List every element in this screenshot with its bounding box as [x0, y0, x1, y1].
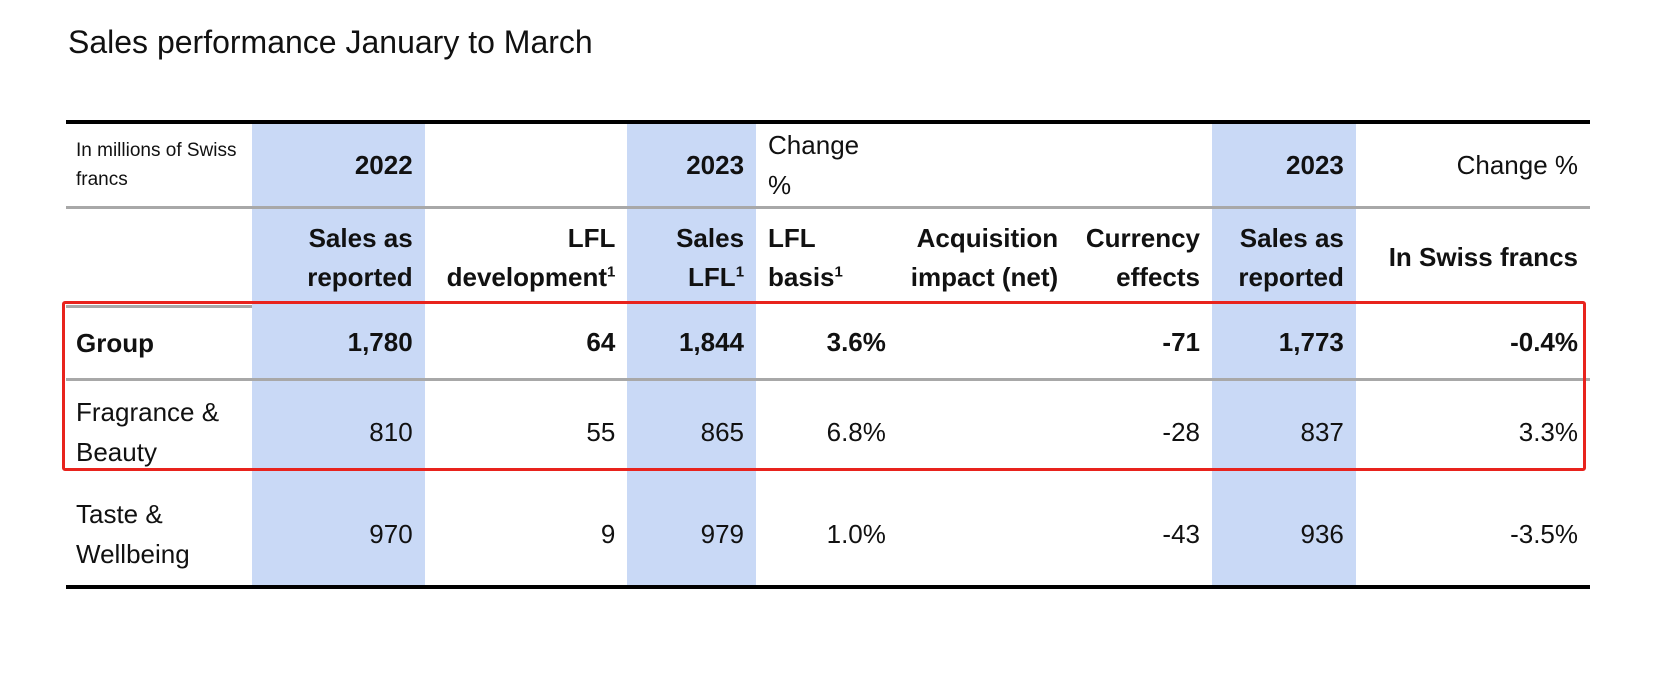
cell-sales-lfl: 1,844 — [627, 306, 757, 380]
cell-sales-lfl: 979 — [627, 483, 757, 589]
col-sales-lfl: Sales LFL1 — [627, 206, 757, 307]
cell-lfl-basis: 6.8% — [756, 378, 898, 483]
col-acquisition-impact: Acquisition impact (net) — [897, 206, 1071, 307]
col-lfl-basis: LFL basis1 — [756, 206, 898, 307]
cell-acquisition — [898, 307, 1070, 380]
year-2023-reported-header: 2023 — [1212, 120, 1356, 208]
cell-sales-2022: 970 — [252, 483, 425, 589]
footnote-marker: 1 — [834, 263, 843, 281]
cell-sales-2022: 1,780 — [252, 306, 425, 380]
table-row-fragrance-beauty: Fragrance & Beauty 810 55 865 6.8% -28 8… — [66, 378, 1590, 483]
cell-sales-2023: 936 — [1212, 483, 1356, 589]
cell-currency: -71 — [1162, 327, 1200, 358]
row-label: Taste & Wellbeing — [66, 483, 253, 589]
col-sales-reported-2022: Sales as reported — [252, 206, 425, 307]
cell-currency: -43 — [1070, 483, 1212, 589]
cell-acquisition — [897, 378, 1071, 483]
col-in-swiss-francs: In Swiss francs — [1355, 206, 1590, 307]
year-2023-header: 2023 — [627, 120, 757, 208]
cell-lfl-development: 9 — [424, 483, 628, 589]
col-lfl-development-label: LFL development — [446, 222, 616, 292]
sales-table: In millions of Swiss francs 2022 2023 Ch… — [66, 120, 1590, 589]
footnote-marker: 1 — [607, 263, 616, 281]
row-label: Fragrance & Beauty — [66, 378, 253, 483]
header-column-row: Sales as reported LFL development1 Sales… — [66, 206, 1590, 307]
cell-sales-lfl: 865 — [627, 378, 757, 483]
empty-header-cell — [897, 120, 1071, 208]
col-lfl-development: LFL development1 — [424, 206, 628, 307]
cell-sales-2023: 1,773 — [1212, 306, 1356, 380]
cell-chf-change: -3.5% — [1355, 483, 1590, 589]
year-2022-header: 2022 — [252, 120, 425, 208]
cell-chf-change: 3.3% — [1355, 378, 1590, 483]
cell-chf-change: -0.4% — [1510, 327, 1578, 358]
footnote-marker: 1 — [735, 263, 745, 281]
table-row-taste-wellbeing: Taste & Wellbeing 970 9 979 1.0% -43 936… — [66, 483, 1590, 589]
col-currency-effects: Currency effects — [1070, 206, 1212, 307]
cell-sales-2023: 837 — [1212, 378, 1356, 483]
cell-lfl-development: 64 — [586, 327, 616, 358]
cell-acquisition — [897, 483, 1071, 589]
cell-lfl-development: 55 — [424, 378, 628, 483]
empty-header-cell — [66, 206, 253, 307]
col-sales-lfl-label: Sales LFL — [676, 222, 745, 292]
empty-header-cell — [424, 120, 628, 208]
cell-currency: -28 — [1070, 378, 1212, 483]
cell-sales-2022: 810 — [252, 378, 425, 483]
change-percent-chf-header: Change % — [1355, 120, 1590, 208]
col-lfl-basis-label: LFL basis — [768, 222, 835, 292]
empty-header-cell — [1070, 120, 1212, 208]
header-year-row: In millions of Swiss francs 2022 2023 Ch… — [66, 120, 1590, 208]
col-sales-reported-2023: Sales as reported — [1212, 206, 1356, 307]
row-label: Group — [66, 305, 253, 380]
page-title: Sales performance January to March — [68, 24, 593, 60]
table-row-group: Group 1,780 64 1,844 3.6% -71 1,773 -0.4… — [66, 305, 1590, 380]
unit-label: In millions of Swiss francs — [66, 120, 253, 208]
cell-lfl-basis: 3.6% — [826, 327, 886, 358]
cell-lfl-basis: 1.0% — [756, 483, 898, 589]
change-percent-header: Change % — [756, 120, 898, 208]
sales-table-container: In millions of Swiss francs 2022 2023 Ch… — [66, 120, 1590, 589]
